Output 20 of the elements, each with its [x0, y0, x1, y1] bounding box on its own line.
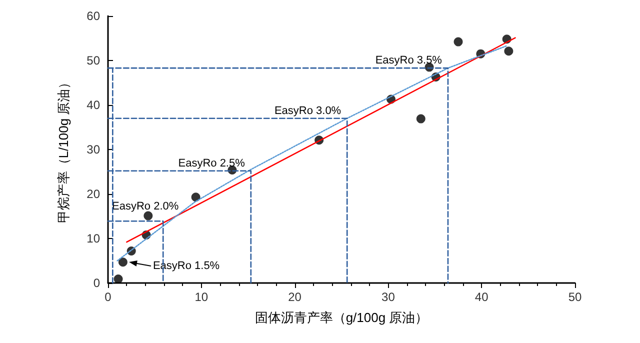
x-tick-label: 20 — [288, 290, 302, 304]
annotation: EasyRo 3.0% — [274, 104, 342, 117]
annotation: EasyRo 1.5% — [152, 260, 220, 272]
x-tick-label: 30 — [382, 290, 396, 304]
y-tick-label: 60 — [86, 9, 100, 23]
annotation: EasyRo 3.5% — [375, 54, 442, 67]
y-tick-label: 30 — [86, 142, 100, 156]
x-axis-title: 固体沥青产率（g/100g 原油） — [254, 310, 428, 325]
annotation: EasyRo 2.0% — [112, 200, 179, 213]
y-tick-label: 20 — [86, 187, 100, 201]
annotation: EasyRo 2.5% — [178, 157, 246, 170]
x-tick-label: 0 — [104, 290, 112, 304]
y-tick-label: 40 — [86, 98, 100, 112]
x-tick-label: 50 — [568, 290, 582, 304]
y-tick-label: 0 — [93, 276, 100, 290]
x-tick-label: 40 — [474, 290, 489, 304]
y-tick-label: 10 — [86, 232, 100, 246]
x-tick-label: 10 — [194, 290, 208, 304]
y-tick-label: 50 — [86, 54, 100, 68]
y-axis-title: 甲烷产率（L/100g 原油） — [56, 76, 71, 224]
